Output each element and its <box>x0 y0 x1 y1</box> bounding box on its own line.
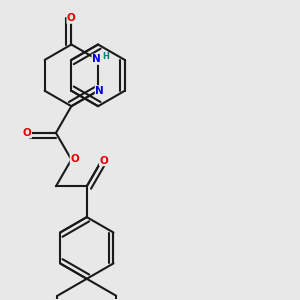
Text: O: O <box>23 128 32 138</box>
Text: H: H <box>103 52 110 61</box>
Text: O: O <box>67 13 76 23</box>
Text: O: O <box>100 156 108 166</box>
Text: N: N <box>92 54 101 64</box>
Text: N: N <box>95 86 104 96</box>
Text: O: O <box>70 154 79 164</box>
